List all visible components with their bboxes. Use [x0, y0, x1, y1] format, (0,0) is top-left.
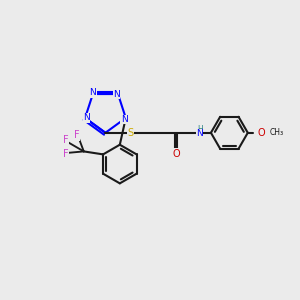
Text: O: O	[258, 128, 265, 138]
Text: N: N	[83, 113, 90, 122]
Text: N: N	[196, 130, 203, 139]
Text: S: S	[128, 128, 134, 138]
Text: CH₃: CH₃	[270, 128, 284, 137]
Text: F: F	[74, 130, 79, 140]
Text: H: H	[197, 125, 203, 134]
Text: F: F	[62, 135, 68, 145]
Text: N: N	[121, 115, 128, 124]
Text: N: N	[113, 89, 120, 98]
Text: F: F	[62, 149, 68, 159]
Text: N: N	[89, 88, 96, 97]
Text: O: O	[173, 148, 181, 159]
